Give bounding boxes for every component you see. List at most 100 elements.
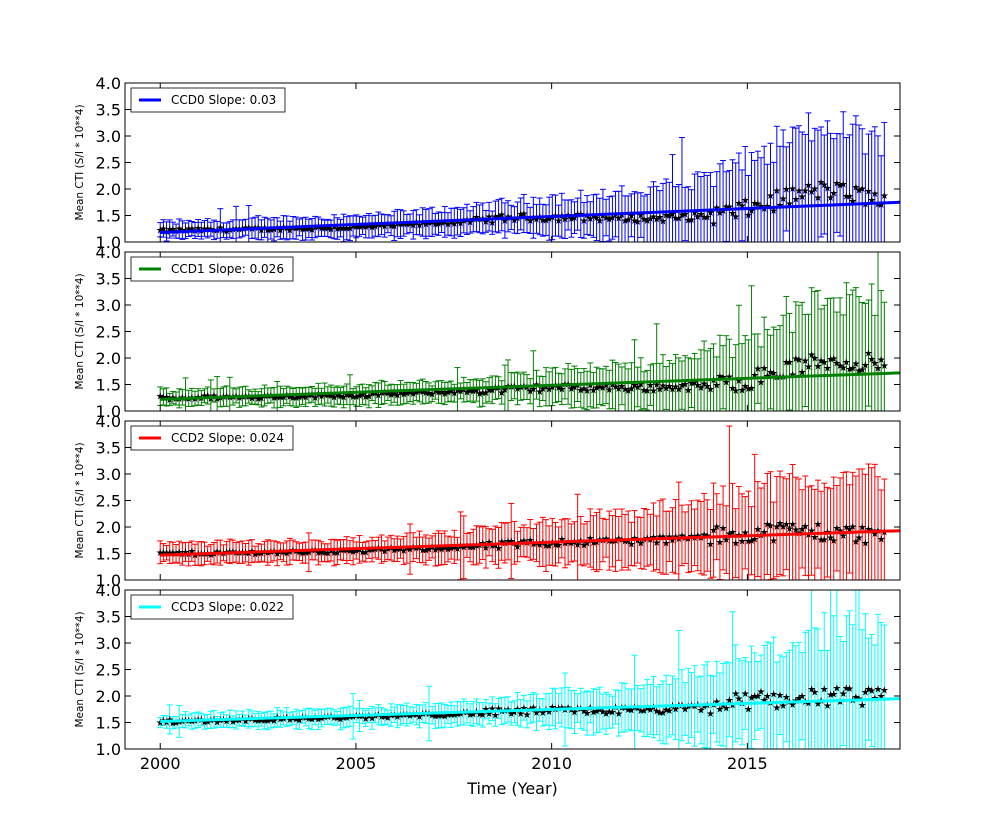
data-point: ★ xyxy=(813,361,822,372)
data-point: ★ xyxy=(807,526,816,537)
data-point: ★ xyxy=(621,384,630,395)
data-point: ★ xyxy=(712,522,721,533)
data-point: ★ xyxy=(276,714,285,725)
data-point: ★ xyxy=(820,357,829,368)
y-tick-label: 3.5 xyxy=(96,608,121,627)
data-point: ★ xyxy=(636,379,645,390)
y-axis-label: Mean CTI (S/I * 10**4) xyxy=(74,273,86,389)
y-tick-label: 1.0 xyxy=(96,233,121,252)
y-tick-label: 2.0 xyxy=(96,518,121,537)
data-point: ★ xyxy=(358,390,367,401)
plot-area-0: ★★★★★ ★★★ ★ ★★★★★★★★★★★★★★★★★★★★★★★★★★★★★★★… xyxy=(156,111,900,242)
data-point: ★ xyxy=(633,382,642,393)
data-point: ★ xyxy=(560,705,569,716)
data-point: ★ xyxy=(368,713,377,724)
data-point: ★ xyxy=(598,211,607,222)
data-point: ★ xyxy=(383,219,392,230)
data-point: ★ xyxy=(798,692,807,703)
data-point: ★ xyxy=(456,541,465,552)
y-axis-label: Mean CTI (S/I * 10**4) xyxy=(74,611,86,727)
data-point: ★ xyxy=(330,548,339,559)
data-point: ★ xyxy=(855,185,864,196)
data-point: ★ xyxy=(709,219,718,230)
data-point: ★ xyxy=(877,534,886,545)
data-point: ★ xyxy=(627,705,636,716)
data-point: ★ xyxy=(383,388,392,399)
legend-0: CCD0 Slope: 0.03 xyxy=(130,87,286,113)
data-point: ★ xyxy=(402,710,411,721)
data-point: ★ xyxy=(447,218,456,229)
data-point: ★ xyxy=(779,194,788,205)
data-point: ★ xyxy=(643,386,652,397)
data-point: ★ xyxy=(191,550,200,561)
data-point: ★ xyxy=(431,219,440,230)
data-point: ★ xyxy=(377,220,386,231)
data-point: ★ xyxy=(668,209,677,220)
data-point: ★ xyxy=(469,543,478,554)
data-point: ★ xyxy=(741,195,750,206)
data-point: ★ xyxy=(472,386,481,397)
data-point: ★ xyxy=(342,224,351,235)
data-point: ★ xyxy=(741,689,750,700)
data-point: ★ xyxy=(791,195,800,206)
data-point: ★ xyxy=(627,384,636,395)
data-point: ★ xyxy=(763,519,772,530)
data-point: ★ xyxy=(557,385,566,396)
data-point: ★ xyxy=(845,524,854,535)
data-point: ★ xyxy=(295,392,304,403)
data-point: ★ xyxy=(387,390,396,401)
data-point: ★ xyxy=(443,544,452,555)
data-point: ★ xyxy=(206,550,215,561)
data-point: ★ xyxy=(254,394,263,405)
data-point: ★ xyxy=(437,218,446,229)
data-point: ★ xyxy=(254,716,263,727)
data-point: ★ xyxy=(573,540,582,551)
plot-area-1: ★ ★★ ★ ★★★★ ★★★★★★★★★★★★★★★★★★★★★★★★★★★★★★★★… xyxy=(156,252,900,411)
data-point: ★ xyxy=(608,537,617,548)
data-point: ★ xyxy=(263,716,272,727)
data-point: ★ xyxy=(845,684,854,695)
data-point: ★ xyxy=(858,365,867,376)
data-point: ★ xyxy=(326,546,335,557)
y-tick-label: 2.5 xyxy=(96,154,121,173)
data-point: ★ xyxy=(434,388,443,399)
data-point: ★ xyxy=(842,357,851,368)
data-point: ★ xyxy=(434,711,443,722)
data-point: ★ xyxy=(785,199,794,210)
data-point: ★ xyxy=(747,693,756,704)
data-point: ★ xyxy=(715,371,724,382)
data-point: ★ xyxy=(690,208,699,219)
data-point: ★ xyxy=(832,683,841,694)
data-point: ★ xyxy=(646,381,655,392)
data-point: ★ xyxy=(655,384,664,395)
data-point: ★ xyxy=(342,546,351,557)
data-point: ★ xyxy=(352,392,361,403)
data-point: ★ xyxy=(311,713,320,724)
data-point: ★ xyxy=(481,388,490,399)
y-tick-label: 1.5 xyxy=(96,714,121,733)
data-point: ★ xyxy=(156,392,165,403)
data-point: ★ xyxy=(320,224,329,235)
data-point: ★ xyxy=(728,701,737,712)
data-point: ★ xyxy=(440,217,449,228)
y-tick-label: 2.0 xyxy=(96,687,121,706)
data-point: ★ xyxy=(358,712,367,723)
data-point: ★ xyxy=(804,699,813,710)
data-point: ★ xyxy=(722,535,731,546)
data-point: ★ xyxy=(779,701,788,712)
data-point: ★ xyxy=(317,714,326,725)
data-point: ★ xyxy=(785,524,794,535)
data-point: ★ xyxy=(700,379,709,390)
data-point: ★ xyxy=(488,541,497,552)
data-point: ★ xyxy=(282,223,291,234)
data-point: ★ xyxy=(738,385,747,396)
data-point: ★ xyxy=(257,393,266,404)
legend-3: CCD3 Slope: 0.022 xyxy=(130,594,294,620)
data-point: ★ xyxy=(257,548,266,559)
data-point: ★ xyxy=(175,224,184,235)
data-point: ★ xyxy=(336,392,345,403)
data-point: ★ xyxy=(481,543,490,554)
data-point: ★ xyxy=(349,712,358,723)
data-point: ★ xyxy=(523,383,532,394)
data-point: ★ xyxy=(485,709,494,720)
